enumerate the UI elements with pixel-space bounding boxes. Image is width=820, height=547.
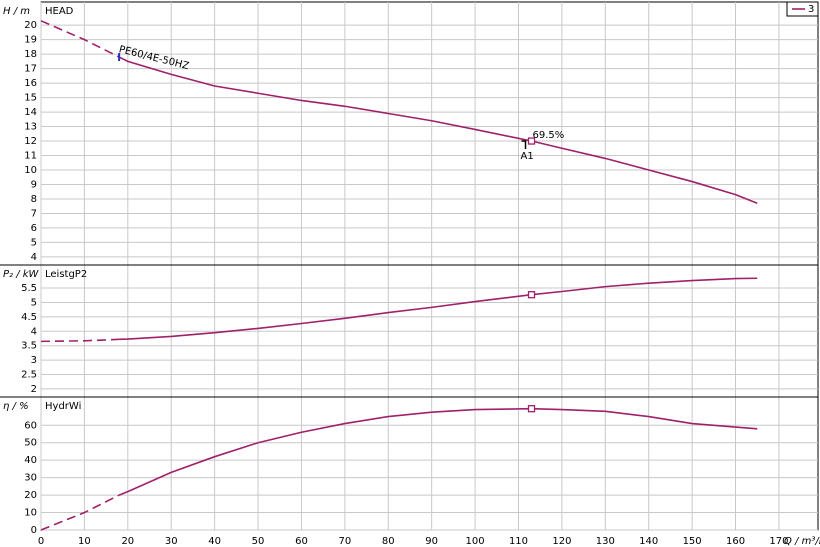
y-tick-label: 20 — [24, 490, 37, 501]
x-tick-label: 130 — [596, 536, 615, 547]
x-tick-label: 10 — [78, 536, 91, 547]
y-tick-label: 10 — [24, 508, 37, 519]
efficiency-label: 69.5% — [533, 130, 565, 141]
x-tick-label: 160 — [726, 536, 745, 547]
x-tick-label: 110 — [509, 536, 528, 547]
y-tick-label: 30 — [24, 473, 37, 484]
curve-extrapolated — [40, 20, 120, 58]
y-tick-label: 9 — [31, 179, 37, 190]
y-tick-label: 18 — [24, 49, 37, 60]
y-tick-label: 19 — [24, 35, 37, 46]
y-tick-label: 50 — [24, 438, 37, 449]
y-tick-label: 2.5 — [21, 370, 37, 381]
y-axis-label: P₂ / kW — [3, 269, 40, 280]
y-tick-label: 5.5 — [21, 283, 37, 294]
curve-extrapolated — [40, 338, 120, 343]
y-axis-label: H / m — [3, 6, 30, 17]
y-tick-label: 11 — [24, 151, 37, 162]
y-tick-label: 7 — [31, 208, 37, 219]
x-tick-label: 20 — [121, 536, 134, 547]
x-tick-label: 170 — [769, 536, 788, 547]
duty-point-marker — [521, 140, 527, 150]
y-tick-label: 40 — [24, 455, 37, 466]
y-tick-label: 4.5 — [21, 312, 37, 323]
operating-point — [527, 137, 536, 145]
x-tick-label: 140 — [639, 536, 658, 547]
y-tick-label: 14 — [24, 107, 37, 118]
x-tick-label: 0 — [38, 536, 44, 547]
y-tick-label: 60 — [24, 420, 37, 431]
y-tick-label: 4 — [31, 326, 37, 337]
y-tick-label: 15 — [24, 93, 37, 104]
x-tick-label: 80 — [382, 536, 395, 547]
curve — [118, 407, 758, 496]
x-tick-label: 120 — [552, 536, 571, 547]
y-tick-label: 2 — [31, 384, 37, 395]
x-tick-label: 150 — [683, 536, 702, 547]
x-tick-label: 100 — [466, 536, 485, 547]
operating-point — [527, 291, 536, 299]
x-tick-label: 30 — [165, 536, 178, 547]
x-tick-label: 70 — [338, 536, 351, 547]
curve — [119, 277, 758, 341]
panel-title: HydrWi — [45, 401, 81, 412]
y-tick-label: 16 — [24, 78, 37, 89]
panel-title: HEAD — [45, 6, 74, 17]
x-tick-label: 60 — [295, 536, 308, 547]
y-tick-label: 5 — [31, 297, 37, 308]
y-tick-label: 0 — [31, 525, 37, 536]
x-tick-label: 40 — [208, 536, 221, 547]
y-tick-label: 3.5 — [21, 341, 37, 352]
y-tick-label: 20 — [24, 20, 37, 31]
y-tick-label: 6 — [31, 223, 37, 234]
y-axis-label: η / % — [3, 401, 29, 412]
y-tick-label: 5 — [31, 237, 37, 248]
y-tick-label: 17 — [24, 64, 37, 75]
y-tick-label: 10 — [24, 165, 37, 176]
plot-frame — [40, 1, 819, 531]
y-tick-label: 4 — [31, 252, 37, 263]
y-tick-label: 12 — [24, 136, 37, 147]
panel-title: LeistgP2 — [45, 269, 87, 280]
y-tick-label: 3 — [31, 355, 37, 366]
operating-point — [527, 405, 536, 413]
x-axis-label: Q / m³/h — [784, 536, 820, 547]
y-tick-label: 13 — [24, 122, 37, 133]
x-tick-label: 90 — [425, 536, 438, 547]
x-tick-label: 50 — [252, 536, 265, 547]
curve — [118, 56, 758, 205]
duty-label: A1 — [521, 151, 534, 162]
y-tick-label: 8 — [31, 194, 37, 205]
curve-extrapolated — [40, 494, 120, 531]
legend-label: 3 — [808, 4, 814, 15]
